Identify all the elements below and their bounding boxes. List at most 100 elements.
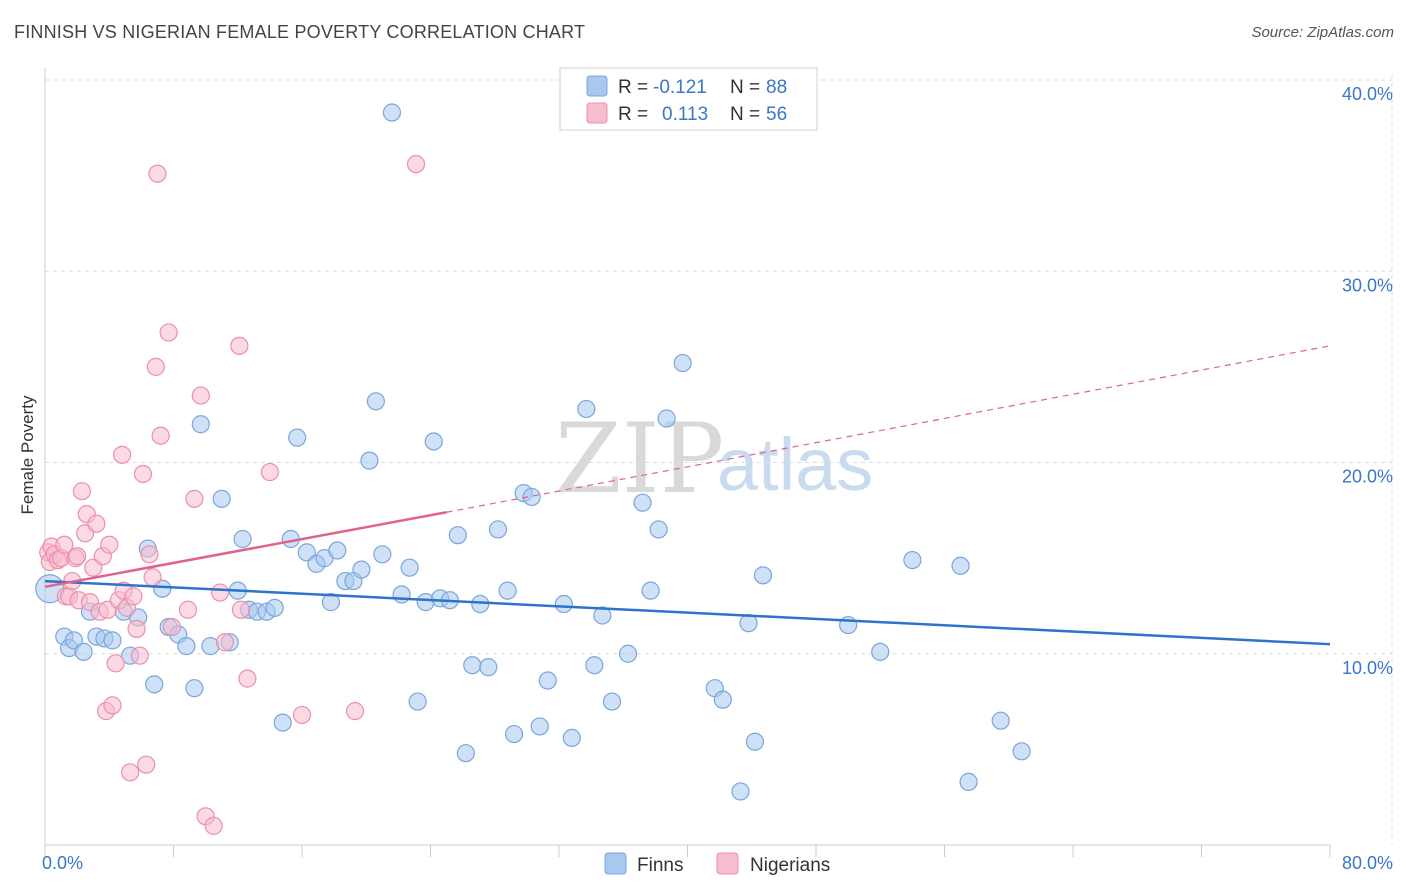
finns-point	[585, 656, 604, 675]
finns-point	[649, 520, 668, 539]
nigerians-point	[146, 357, 165, 376]
finns-point	[745, 732, 765, 751]
x-tick-label: 80.0%	[1342, 853, 1393, 873]
nigerians-point	[151, 426, 170, 445]
finns-point	[479, 658, 498, 677]
nigerians-point	[148, 164, 167, 183]
finns-point	[191, 415, 210, 434]
bottom-legend-swatch-finns	[604, 852, 627, 875]
finns-point	[177, 636, 196, 656]
legend-nigerians-r-value: 0.113	[662, 104, 708, 125]
nigerians-point	[121, 763, 140, 782]
tick-labels: 10.0% 20.0% 30.0% 40.0% 0.0% 80.0%	[42, 84, 1393, 873]
nigerians-point	[68, 547, 87, 566]
y-tick-label: 30.0%	[1342, 275, 1393, 295]
finns-point	[352, 560, 371, 579]
finns-point	[373, 545, 392, 564]
nigerians-point	[103, 696, 122, 715]
legend-swatch-nigerians	[586, 102, 608, 124]
nigerians-point	[137, 755, 156, 774]
nigerians-trend-extension	[446, 345, 1331, 513]
legend: R = -0.121 N = 88 R = 0.113 N = 56	[559, 67, 818, 131]
finns-point	[488, 520, 508, 539]
bottom-legend-swatch-nigerians	[716, 852, 739, 875]
legend-nigerians-n-label: N =	[730, 104, 760, 125]
finns-point	[265, 598, 284, 617]
nigerians-point	[106, 654, 125, 673]
finns-point	[408, 692, 427, 711]
legend-finns-n-label: N =	[730, 77, 760, 98]
finns-point	[382, 103, 402, 122]
finns-point	[400, 558, 419, 577]
chart-title: FINNISH VS NIGERIAN FEMALE POVERTY CORRE…	[14, 22, 586, 42]
finns-point	[713, 690, 732, 709]
finns-point	[456, 744, 475, 763]
finns-point	[185, 679, 204, 698]
finns-point	[328, 541, 347, 560]
finns-point	[504, 724, 524, 744]
nigerians-point	[159, 323, 178, 342]
bottom-legend-finns: Finns	[637, 855, 683, 876]
x-tick-label: 0.0%	[42, 853, 83, 873]
nigerians-point	[124, 587, 143, 606]
finns-point	[602, 692, 622, 711]
legend-finns-r-label: R =	[618, 77, 648, 98]
legend-swatch-finns	[586, 75, 608, 97]
finns-point	[103, 631, 122, 650]
nigerians-point	[238, 669, 257, 688]
finns-point	[633, 493, 652, 512]
watermark: ZIP atlas	[555, 403, 873, 515]
finns-trend-line	[44, 579, 1331, 646]
nigerians-point	[204, 816, 223, 835]
finns-point	[641, 581, 660, 600]
finns-point	[618, 644, 638, 663]
finns-point	[471, 594, 490, 614]
chart-source: Source: ZipAtlas.com	[1251, 24, 1394, 41]
finns-point	[360, 451, 379, 470]
bottom-legend: Finns Nigerians	[604, 852, 830, 876]
finns-point	[1012, 742, 1031, 761]
finns-point	[951, 556, 970, 575]
finns-point	[530, 717, 549, 736]
finns-point	[903, 550, 922, 570]
legend-finns-r-value: -0.121	[653, 77, 707, 98]
nigerians-point	[127, 619, 146, 638]
nigerians-point	[130, 646, 149, 665]
finns-point	[538, 671, 557, 690]
bottom-legend-nigerians: Nigerians	[750, 855, 830, 876]
finns-point	[731, 782, 750, 801]
nigerians-trend-line	[44, 510, 447, 589]
nigerians-point	[140, 545, 159, 564]
finns-point	[392, 585, 411, 604]
axes	[44, 68, 1331, 857]
finns-point	[74, 642, 93, 661]
finns-point	[554, 594, 573, 614]
nigerians-point	[112, 445, 132, 464]
watermark-atlas: atlas	[717, 423, 873, 506]
legend-nigerians-r-label: R =	[618, 104, 648, 125]
finns-point	[871, 642, 890, 661]
finns-point	[366, 392, 385, 411]
nigerians-point	[210, 583, 230, 602]
nigerians-point	[406, 155, 426, 174]
legend-finns-n-value: 88	[766, 77, 787, 98]
finns-point	[753, 566, 773, 585]
nigerians-points	[39, 155, 426, 835]
nigerians-point	[55, 535, 74, 554]
finns-points	[35, 103, 1031, 801]
finns-point	[991, 711, 1010, 730]
nigerians-point	[100, 535, 119, 554]
nigerians-point	[292, 705, 312, 725]
nigerians-point	[133, 464, 153, 484]
finns-point	[463, 656, 482, 675]
nigerians-point	[191, 386, 210, 405]
nigerians-point	[162, 617, 181, 637]
finns-point	[212, 489, 231, 508]
trend-lines	[44, 345, 1331, 646]
finns-point	[577, 399, 596, 419]
y-axis-label: Female Poverty	[18, 395, 37, 515]
nigerians-point	[215, 633, 234, 652]
finns-point	[562, 728, 581, 748]
finns-point	[959, 772, 978, 791]
